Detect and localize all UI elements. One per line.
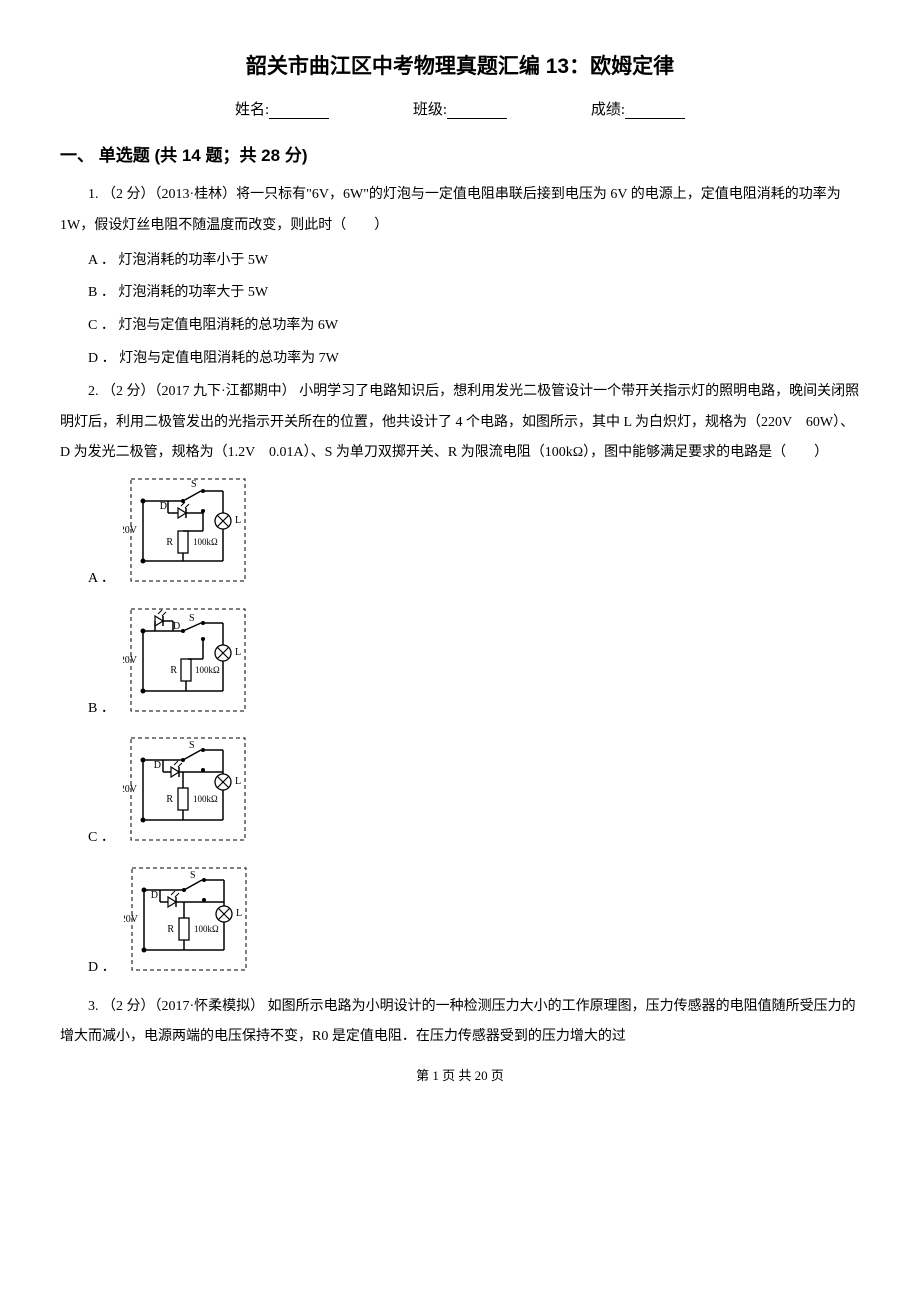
q3-stem: 3. （2 分）（2017·怀柔模拟） 如图所示电路为小明设计的一种检测压力大小… bbox=[60, 992, 860, 1054]
svg-text:L: L bbox=[235, 776, 241, 787]
circuit-diagram-c: ~220V S D bbox=[123, 732, 253, 854]
score-blank bbox=[625, 118, 685, 119]
page-footer: 第 1 页 共 20 页 bbox=[60, 1065, 860, 1084]
circuit-diagram-a: ~220V S D bbox=[123, 473, 253, 595]
q2-option-d-letter: D ． bbox=[88, 958, 116, 984]
name-blank bbox=[269, 118, 329, 119]
section-heading: 一、 单选题 (共 14 题；共 28 分) bbox=[60, 141, 860, 166]
svg-text:L: L bbox=[236, 908, 242, 919]
q1-option-a: A ． 灯泡消耗的功率小于 5W bbox=[60, 246, 860, 277]
page-title: 韶关市曲江区中考物理真题汇编 13：欧姆定律 bbox=[60, 50, 860, 80]
svg-text:100kΩ: 100kΩ bbox=[194, 924, 219, 934]
svg-text:100kΩ: 100kΩ bbox=[193, 794, 218, 804]
svg-text:S: S bbox=[191, 479, 197, 490]
svg-text:~220V: ~220V bbox=[123, 655, 138, 666]
q1-option-d: D ． 灯泡与定值电阻消耗的总功率为 7W bbox=[60, 344, 860, 375]
svg-text:R: R bbox=[166, 794, 173, 805]
svg-text:~220V: ~220V bbox=[124, 914, 139, 925]
svg-text:L: L bbox=[235, 647, 241, 658]
q1-stem: 1. （2 分）（2013·桂林）将一只标有"6V，6W"的灯泡与一定值电阻串联… bbox=[60, 180, 860, 242]
q2-option-d: D ． ~220V S bbox=[88, 862, 860, 984]
q2-stem: 2. （2 分）（2017 九下·江都期中） 小明学习了电路知识后，想利用发光二… bbox=[60, 377, 860, 469]
svg-text:D: D bbox=[150, 890, 157, 901]
q1-option-c: C ． 灯泡与定值电阻消耗的总功率为 6W bbox=[60, 311, 860, 342]
class-blank bbox=[447, 118, 507, 119]
student-info-line: 姓名: 班级: 成绩: bbox=[60, 98, 860, 119]
class-label: 班级: bbox=[413, 98, 447, 119]
svg-text:S: S bbox=[190, 870, 196, 881]
q1-option-b: B ． 灯泡消耗的功率大于 5W bbox=[60, 278, 860, 309]
q2-option-b-letter: B ． bbox=[88, 699, 115, 725]
score-label: 成绩: bbox=[591, 98, 625, 119]
q2-option-a-letter: A ． bbox=[88, 569, 115, 595]
svg-text:R: R bbox=[167, 924, 174, 935]
circuit-diagram-b: ~220V D S bbox=[123, 603, 253, 725]
svg-text:R: R bbox=[166, 537, 173, 548]
svg-text:100kΩ: 100kΩ bbox=[195, 665, 220, 675]
svg-text:S: S bbox=[189, 613, 195, 624]
svg-text:~220V: ~220V bbox=[123, 525, 138, 536]
svg-text:S: S bbox=[189, 740, 195, 751]
svg-text:~220V: ~220V bbox=[123, 784, 138, 795]
q2-option-c: C ． ~220V S bbox=[88, 732, 860, 854]
q2-option-a: A ． ~220V S bbox=[88, 473, 860, 595]
q2-option-b: B ． ~220V D bbox=[88, 603, 860, 725]
svg-text:D: D bbox=[160, 501, 167, 512]
svg-text:L: L bbox=[235, 515, 241, 526]
svg-text:R: R bbox=[170, 665, 177, 676]
q2-option-c-letter: C ． bbox=[88, 828, 115, 854]
name-label: 姓名: bbox=[235, 98, 269, 119]
svg-text:D: D bbox=[154, 760, 161, 771]
circuit-diagram-d: ~220V S D bbox=[124, 862, 254, 984]
svg-text:100kΩ: 100kΩ bbox=[193, 537, 218, 547]
